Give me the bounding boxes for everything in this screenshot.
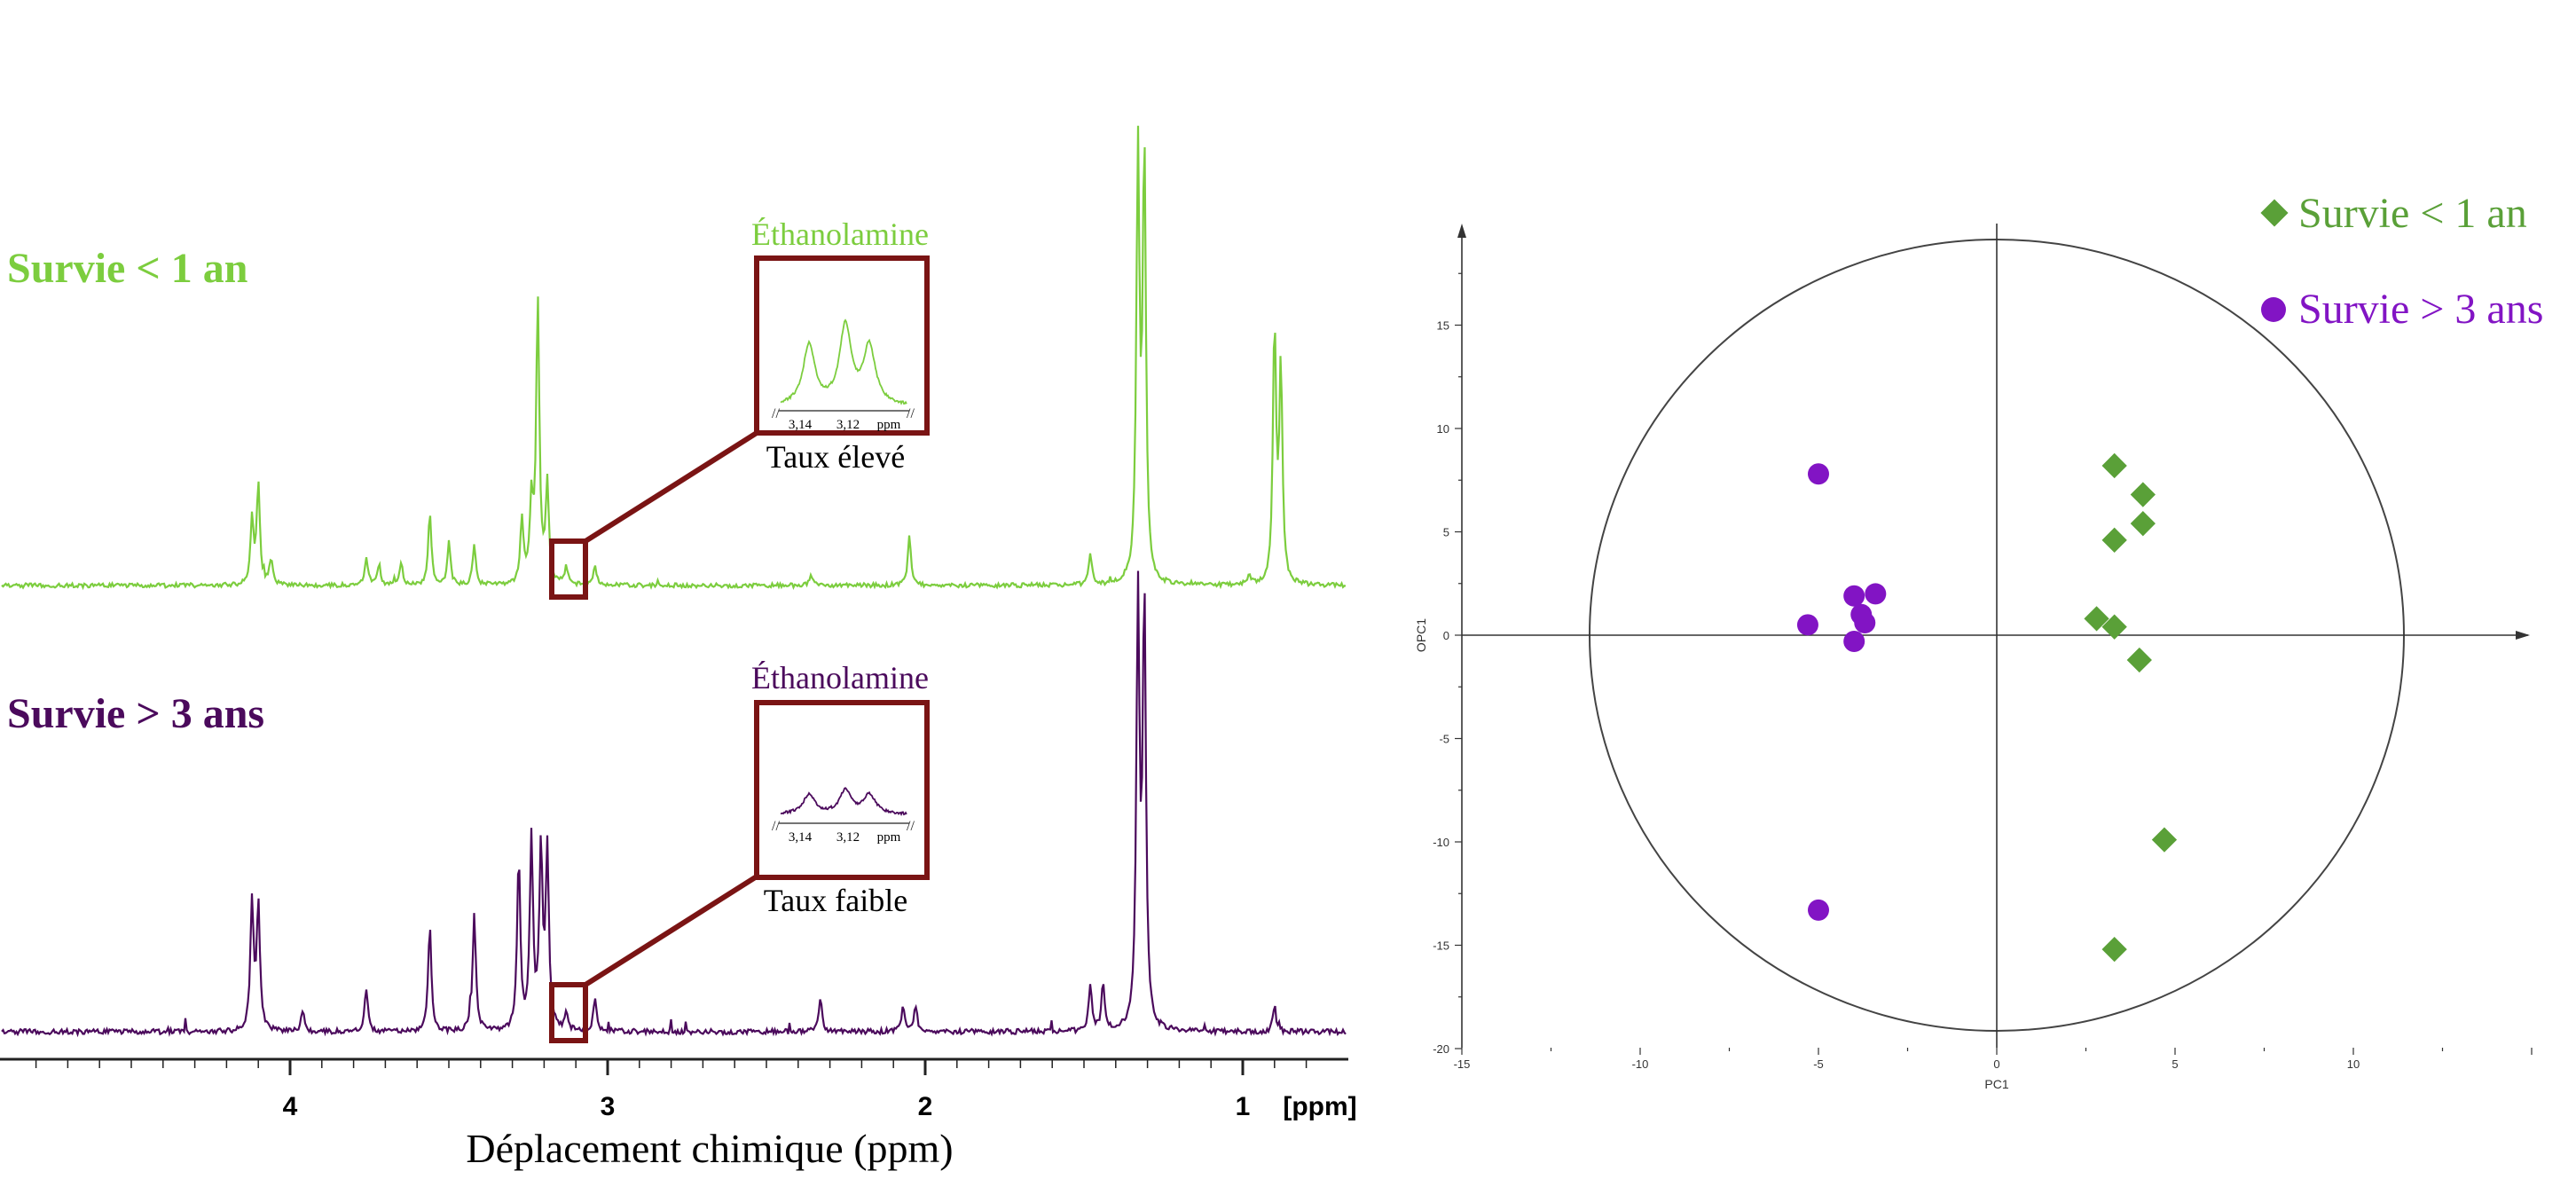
- inset-bottom: Éthanolamine // // 3,14 3,12 ppm Taux fa…: [751, 660, 930, 918]
- point-survie-moins-1an: [2101, 527, 2127, 553]
- legend: Survie < 1 an Survie > 3 ans: [2260, 190, 2543, 333]
- point-survie-moins-1an: [2101, 452, 2127, 479]
- y-tick-label: -5: [1439, 733, 1449, 746]
- zoom-region-bottom: [549, 982, 588, 1043]
- label-survie-plus-3ans: Survie > 3 ans: [7, 690, 264, 737]
- inset-top: Éthanolamine // // 3,14 3,12 ppm Taux él…: [751, 216, 930, 475]
- zoom-connector-bottom: [584, 874, 758, 987]
- inset-bottom-tick-unit: ppm: [877, 830, 901, 845]
- svg-text://: //: [907, 406, 915, 421]
- inset-bottom-caption: Taux faible: [764, 883, 907, 918]
- inset-bottom-title: Éthanolamine: [751, 660, 929, 696]
- y-tick-label: 0: [1443, 629, 1449, 642]
- point-survie-plus-3ans: [1854, 612, 1876, 634]
- inset-bottom-tick-1: 3,14: [789, 830, 813, 845]
- inset-top-tick-1: 3,14: [789, 418, 813, 432]
- point-survie-plus-3ans: [1865, 583, 1887, 605]
- legend-label-survie-moins-1an: Survie < 1 an: [2298, 190, 2527, 237]
- inset-bottom-peak: [780, 787, 907, 817]
- inset-top-caption: Taux élevé: [766, 439, 905, 475]
- legend-marker-survie-plus-3ans: [2261, 297, 2286, 322]
- inset-top-tick-2: 3,12: [836, 418, 860, 432]
- point-survie-moins-1an: [2151, 827, 2178, 853]
- svg-text://: //: [772, 406, 780, 421]
- inset-top-title: Éthanolamine: [751, 216, 929, 252]
- inset-top-tick-unit: ppm: [877, 418, 901, 432]
- y-tick-label: 10: [1437, 422, 1449, 436]
- y-tick-label: -15: [1433, 939, 1449, 953]
- x-axis-title: PC1: [1984, 1077, 2008, 1091]
- ppm-major-ticks: 4 3 2 1: [283, 1059, 1251, 1121]
- scatter-points: [1796, 452, 2178, 963]
- x-tick-label: 5: [2172, 1057, 2178, 1071]
- inset-bottom-tick-2: 3,12: [836, 830, 860, 845]
- ppm-tick-label: 4: [283, 1092, 298, 1121]
- x-axis-arrow: [2516, 631, 2530, 640]
- legend-label-survie-plus-3ans: Survie > 3 ans: [2298, 286, 2543, 333]
- x-ticks: -15 -10 -5 0 5 10: [1454, 1048, 2533, 1071]
- point-survie-plus-3ans: [1843, 630, 1865, 652]
- point-survie-plus-3ans: [1808, 463, 1829, 485]
- x-tick-label: -15: [1454, 1057, 1471, 1071]
- x-tick-label: 10: [2347, 1057, 2360, 1071]
- point-survie-moins-1an: [2126, 647, 2152, 673]
- y-ticks: 15 10 5 0 -5 -10 -15 -20: [1433, 272, 1462, 1056]
- point-survie-plus-3ans: [1796, 614, 1818, 636]
- y-tick-label: 5: [1443, 526, 1449, 539]
- ppm-tick-label: 2: [918, 1092, 933, 1121]
- x-tick-label: -10: [1632, 1057, 1649, 1071]
- y-tick-label: -20: [1433, 1042, 1449, 1056]
- ppm-tick-label: 1: [1236, 1092, 1251, 1121]
- inset-bottom-box: [754, 700, 930, 880]
- legend-marker-survie-moins-1an: [2260, 199, 2289, 227]
- point-survie-moins-1an: [2084, 606, 2109, 632]
- ppm-axis-title: Déplacement chimique (ppm): [466, 1126, 953, 1171]
- point-survie-plus-3ans: [1843, 585, 1865, 607]
- point-survie-moins-1an: [2130, 511, 2156, 537]
- spectrum-survie-plus-3ans: [1, 570, 1347, 1038]
- point-survie-moins-1an: [2130, 482, 2156, 507]
- x-tick-label: -5: [1813, 1057, 1824, 1071]
- inset-top-peak: [780, 318, 907, 405]
- zoom-region-top: [549, 538, 588, 600]
- y-axis-title: OPC1: [1414, 618, 1428, 652]
- y-tick-label: -10: [1433, 836, 1449, 849]
- y-tick-label: 15: [1437, 319, 1449, 333]
- point-survie-plus-3ans: [1808, 899, 1829, 921]
- nmr-panel: Survie < 1 an Survie > 3 ans Éthanolamin…: [0, 125, 1357, 1171]
- inset-top-box: [754, 255, 930, 436]
- spectrum-survie-moins-1an: [1, 125, 1347, 591]
- zoom-connector-top: [584, 430, 758, 544]
- ppm-tick-label: 3: [601, 1092, 616, 1121]
- point-survie-moins-1an: [2101, 937, 2127, 963]
- ppm-unit-label: [ppm]: [1283, 1092, 1356, 1121]
- point-survie-moins-1an: [2101, 614, 2127, 640]
- label-survie-moins-1an: Survie < 1 an: [7, 245, 247, 292]
- svg-text://: //: [907, 819, 915, 834]
- ppm-minor-ticks: [35, 1059, 1308, 1068]
- y-axis-arrow: [1457, 224, 1466, 238]
- x-tick-label: 0: [1993, 1057, 1999, 1071]
- svg-text://: //: [772, 819, 780, 834]
